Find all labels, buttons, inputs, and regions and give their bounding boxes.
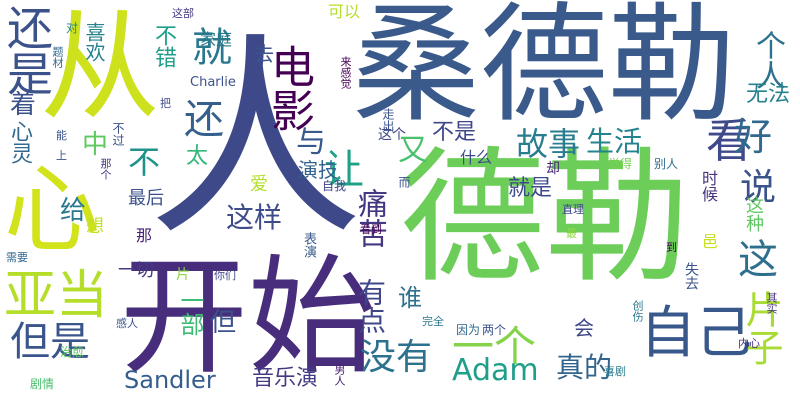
word: 时候 (699, 170, 718, 202)
word: 喜欢 (82, 22, 106, 62)
word: 与 (296, 125, 326, 160)
word: 又 (398, 133, 428, 168)
word: 一部 (176, 288, 204, 336)
word: 可以 (328, 2, 361, 21)
word: 剧情 (30, 377, 55, 391)
word: 其实 (765, 292, 778, 314)
word: 创伤 (631, 300, 644, 322)
word: 电影 (263, 44, 314, 132)
word: 还 (184, 97, 224, 143)
word: 看 (706, 114, 752, 168)
word: 能 (56, 129, 67, 142)
word: 却 (546, 161, 560, 177)
word: 这个 (378, 127, 406, 143)
word: 想 (83, 216, 104, 234)
word: 那个 (99, 158, 112, 180)
word: 去 (254, 42, 274, 66)
word: 说 (740, 167, 777, 208)
word: 喜剧 (604, 365, 626, 378)
word: 桑德勒 (352, 0, 737, 140)
word: 直理 (562, 203, 584, 216)
word: 两个 (482, 323, 507, 337)
word: 中 (82, 130, 109, 160)
word: 故事 (516, 125, 581, 163)
word: 爱 (250, 174, 268, 195)
word: 走出 (381, 108, 395, 132)
word: 自我 (322, 179, 347, 193)
word: Sandler (124, 366, 216, 394)
word: 真的 (556, 351, 613, 384)
word: 但 (210, 308, 237, 338)
word: Charlie (190, 75, 236, 90)
word: 太 (186, 144, 209, 169)
word: 家庭 (200, 30, 233, 49)
word: 不 (128, 143, 161, 181)
word: 题材 (51, 46, 64, 68)
word: 不是 (432, 120, 477, 145)
word: 痛苦 (352, 188, 387, 248)
word: 给 (60, 196, 87, 226)
word: 好 (734, 115, 773, 159)
word: 对 (66, 21, 79, 35)
word: 音乐演 (252, 366, 319, 391)
word: 那 (136, 226, 153, 245)
word: 着 (10, 90, 37, 120)
word: 没有 (360, 337, 433, 378)
word: 心 (4, 154, 100, 266)
word: 就 (192, 25, 232, 71)
word: 心灵 (7, 120, 32, 164)
word: 邑 (702, 232, 719, 251)
word: 片子 (739, 290, 783, 366)
word: 片 (176, 267, 190, 283)
word: 上 (56, 149, 67, 162)
word: 一个 (452, 322, 537, 371)
word: 不过 (111, 122, 125, 146)
word: 而 (397, 176, 411, 188)
word: 这样 (226, 201, 283, 234)
word: 到 (666, 241, 677, 254)
word: 最 (566, 227, 577, 240)
word: 内心 (738, 337, 760, 350)
word: 无法 (746, 82, 791, 107)
word: 最后 (128, 188, 164, 209)
word: 这 (738, 237, 778, 283)
word: 别人 (654, 157, 679, 171)
word: 演技 (298, 158, 338, 182)
word: 人 (148, 14, 363, 265)
word: 完全 (422, 315, 444, 328)
word: 不错 (151, 24, 176, 68)
word: 会 (574, 316, 594, 340)
word: 你们 (214, 269, 236, 282)
word: 德勒 (400, 134, 690, 303)
word: 一切 (118, 260, 154, 281)
word: 就是 (508, 176, 553, 201)
word: 从 (40, 0, 160, 137)
word: 失去 (683, 262, 699, 290)
word: 亚当 (4, 266, 109, 326)
word: 还是 (0, 4, 54, 96)
word: 表演 (301, 232, 316, 258)
word: 个人 (750, 30, 785, 90)
word: 让 (317, 148, 363, 188)
word: 谁 (398, 284, 422, 312)
word: 治愈 (60, 345, 85, 359)
word: 感人 (116, 317, 138, 330)
word: 这种 (743, 196, 764, 232)
word: 什么 (460, 148, 493, 167)
word: 开始 (120, 243, 377, 392)
word: 需要 (6, 251, 28, 264)
word: 来感觉 (339, 56, 352, 89)
word: Adam (452, 353, 539, 388)
word: 因为 (456, 323, 481, 337)
word: 生活 (586, 125, 643, 158)
word: 看到 (360, 223, 382, 236)
word: 这部 (172, 7, 194, 20)
word: 把 (160, 97, 171, 110)
word: 自己 (640, 301, 752, 366)
word: 有点 (354, 278, 387, 334)
word: 男人 (333, 364, 346, 386)
word: 觉得 (608, 157, 633, 171)
word: 但是 (10, 319, 90, 365)
